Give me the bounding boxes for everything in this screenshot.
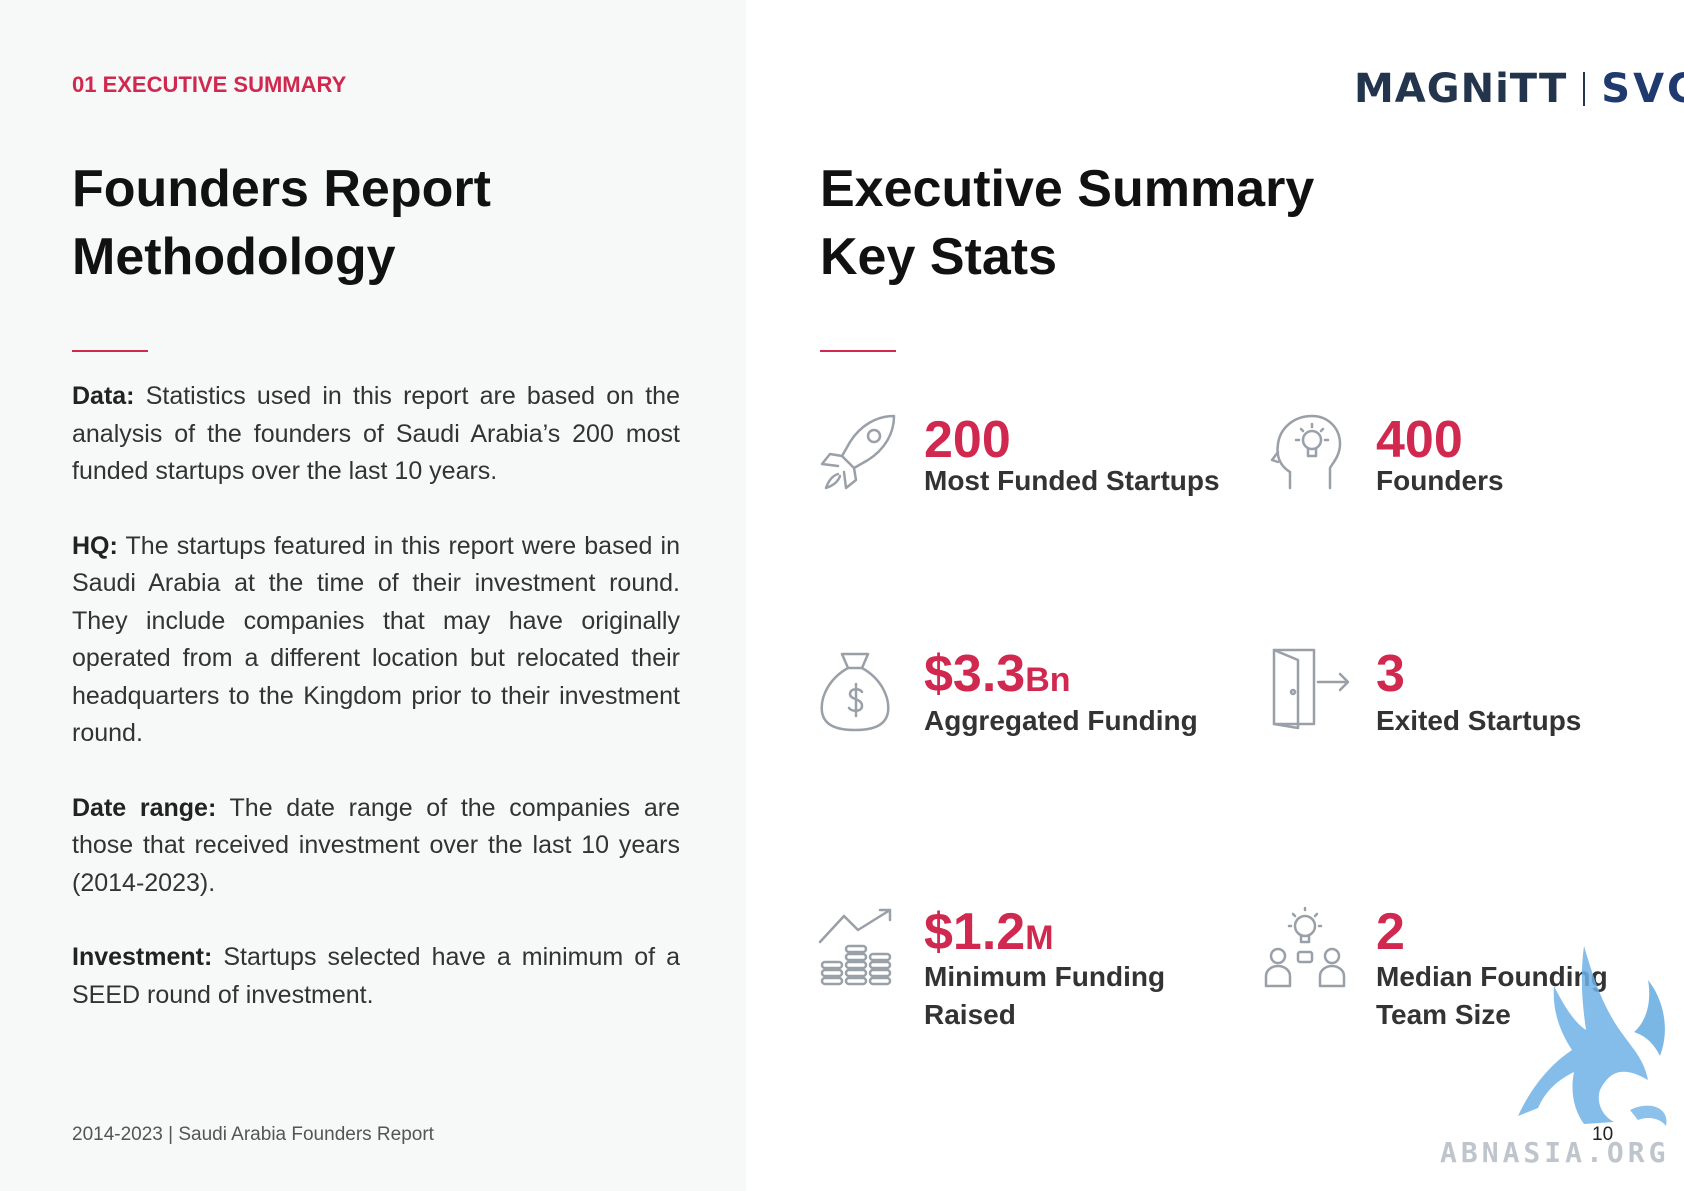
paragraph-text: The date range of the companies are thos… bbox=[72, 793, 680, 897]
stat-label-team-size: Median Founding Team Size bbox=[1376, 961, 1608, 1030]
methodology-hq-paragraph: HQ: The startups featured in this report… bbox=[72, 528, 680, 753]
stat-number: $1.2 bbox=[924, 903, 1026, 961]
idea-head-icon bbox=[1270, 414, 1342, 490]
paragraph-label: HQ: bbox=[72, 531, 118, 560]
paragraph-text: Startups selected have a minimum of a SE… bbox=[72, 943, 680, 1009]
svc-logo: SVC bbox=[1601, 66, 1684, 112]
stat-number: $3.3 bbox=[924, 645, 1026, 703]
stat-value-founders: 400 bbox=[1376, 412, 1463, 468]
money-bag-icon bbox=[820, 652, 890, 732]
logo-separator bbox=[1583, 72, 1586, 106]
stat-label-founders: Founders bbox=[1376, 465, 1504, 496]
stat-label-startups: Most Funded Startups bbox=[924, 465, 1220, 496]
stat-number: 200 bbox=[924, 411, 1011, 469]
stat-number: 400 bbox=[1376, 411, 1463, 469]
paragraph-label: Data: bbox=[72, 382, 135, 410]
stat-label-funding: Aggregated Funding bbox=[924, 705, 1198, 736]
methodology-data-paragraph: Data: Statistics used in this report are… bbox=[72, 378, 680, 491]
left-panel bbox=[0, 0, 746, 1191]
footer-report-title: 2014-2023 | Saudi Arabia Founders Report bbox=[72, 1124, 434, 1145]
stat-value-startups: 200 bbox=[924, 412, 1011, 468]
right-divider bbox=[820, 350, 896, 352]
methodology-title-line2: Methodology bbox=[72, 228, 396, 286]
paragraph-label: Date range: bbox=[72, 793, 217, 822]
paragraph-text: The startups featured in this report wer… bbox=[72, 531, 680, 748]
page-number: 10 bbox=[1592, 1124, 1614, 1145]
stat-value-exits: 3 bbox=[1376, 646, 1405, 702]
exit-door-icon bbox=[1272, 648, 1350, 730]
watermark-text: ABNASIA.ORG bbox=[1440, 1136, 1669, 1169]
coins-growth-icon bbox=[818, 908, 892, 986]
key-stats-title-line2: Key Stats bbox=[820, 228, 1057, 286]
magnitt-logo: MAGNiTT bbox=[1354, 66, 1568, 112]
methodology-text: Data: Statistics used in this report are… bbox=[72, 378, 680, 1051]
team-idea-icon bbox=[1264, 906, 1346, 988]
stat-unit: Bn bbox=[1025, 661, 1071, 699]
left-divider bbox=[72, 350, 148, 352]
methodology-date-paragraph: Date range: The date range of the compan… bbox=[72, 790, 680, 903]
rocket-icon bbox=[820, 414, 896, 490]
key-stats-title-line1: Executive Summary bbox=[820, 160, 1315, 218]
stat-label-exits: Exited Startups bbox=[1376, 705, 1582, 736]
stat-number: 2 bbox=[1376, 903, 1405, 961]
stat-value-team-size: 2 bbox=[1376, 904, 1405, 960]
stat-value-funding: $3.3Bn bbox=[924, 646, 1071, 708]
key-stats-title: Executive Summary Key Stats bbox=[820, 155, 1314, 291]
stat-label-min-funding: Minimum Funding Raised bbox=[924, 961, 1166, 1030]
methodology-title-line1: Founders Report bbox=[72, 160, 491, 218]
brand-logos: MAGNiTT SVC bbox=[1354, 66, 1684, 112]
stat-value-min-funding: $1.2M bbox=[924, 904, 1054, 966]
section-label: 01 EXECUTIVE SUMMARY bbox=[72, 72, 347, 97]
griffin-watermark: ABNASIA.ORG bbox=[1440, 946, 1669, 1169]
paragraph-text: Statistics used in this report are based… bbox=[72, 382, 680, 485]
methodology-title: Founders Report Methodology bbox=[72, 155, 491, 291]
stat-unit: M bbox=[1025, 919, 1054, 957]
stat-number: 3 bbox=[1376, 645, 1405, 703]
methodology-investment-paragraph: Investment: Startups selected have a min… bbox=[72, 939, 680, 1014]
paragraph-label: Investment: bbox=[72, 943, 213, 971]
